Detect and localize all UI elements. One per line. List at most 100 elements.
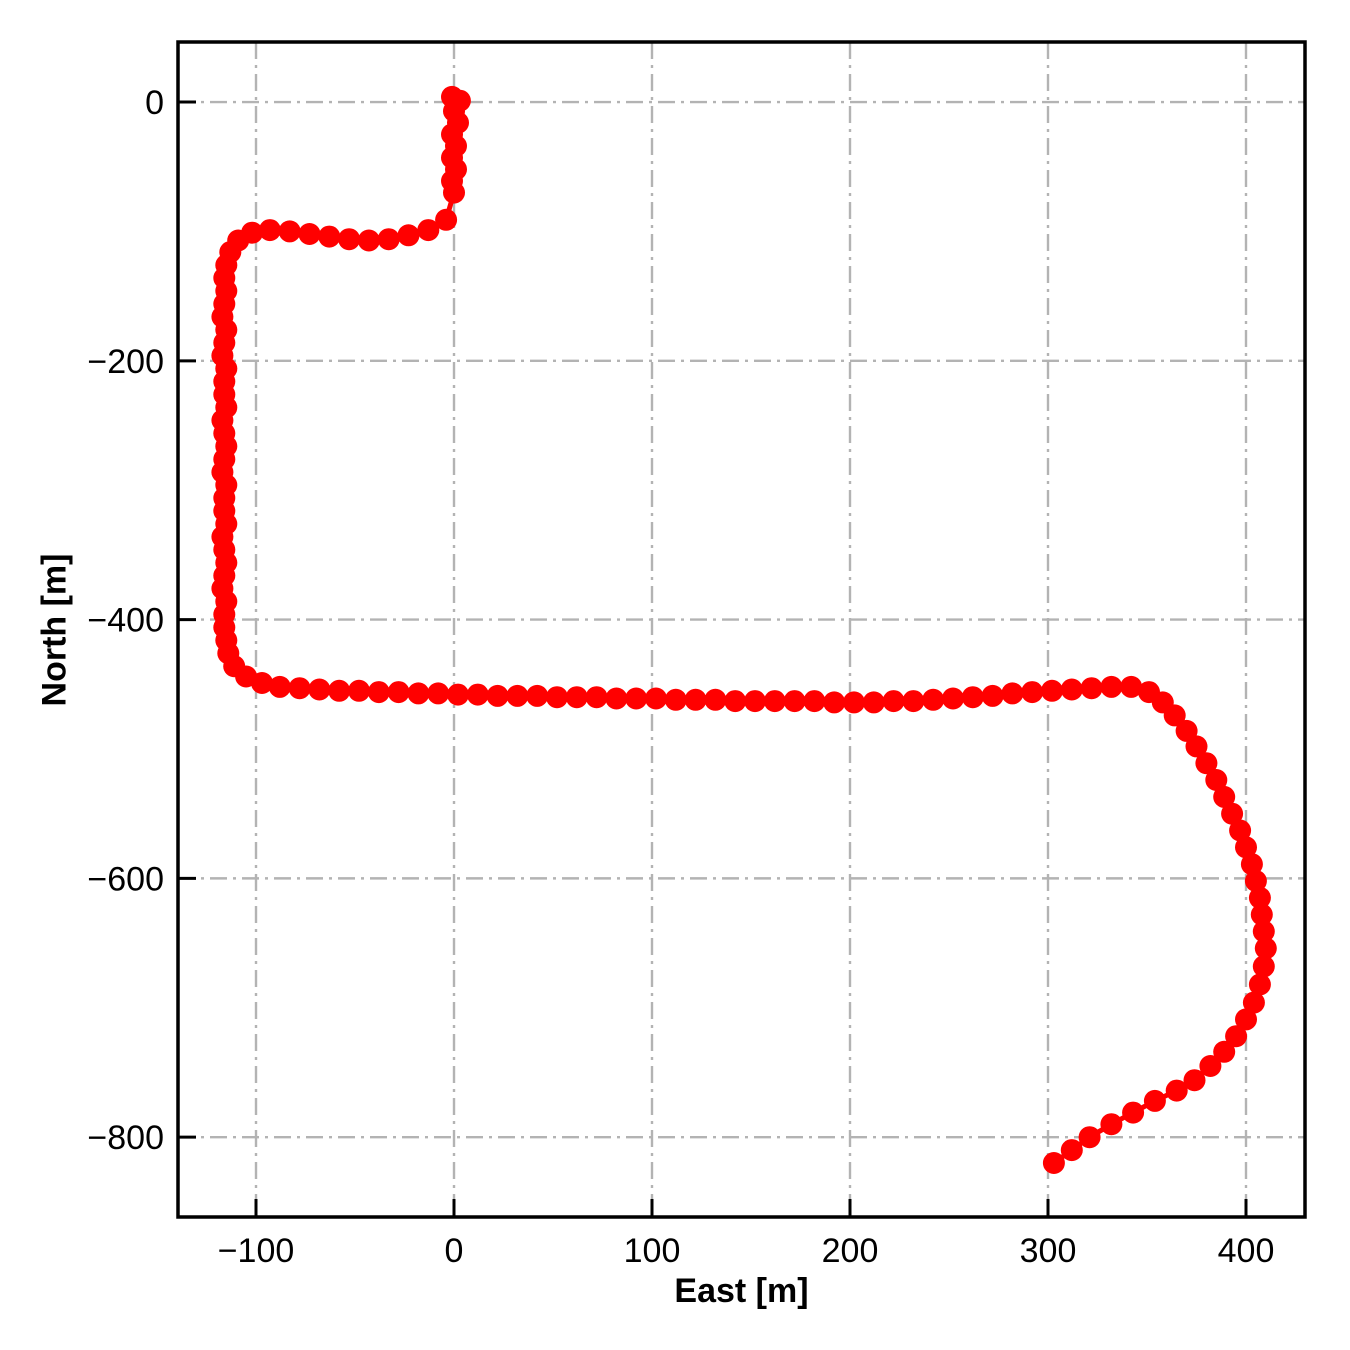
trajectory-point — [435, 208, 458, 231]
trajectory-point — [268, 675, 291, 698]
trajectory-point — [1248, 886, 1271, 909]
trajectory-point — [1078, 1126, 1101, 1149]
trajectory-point — [1235, 836, 1257, 859]
x-tick-label: 0 — [445, 1232, 464, 1270]
trajectory-point — [645, 687, 667, 710]
trajectory-point — [1213, 785, 1236, 808]
x-tick-label: 100 — [624, 1232, 681, 1270]
trajectory-point — [357, 229, 380, 252]
trajectory-point — [783, 690, 806, 713]
trajectory-point — [377, 228, 400, 251]
trajectory-point — [922, 688, 945, 711]
y-tick-label: −200 — [87, 343, 164, 381]
trajectory-point — [1221, 802, 1244, 825]
trajectory-point — [1143, 1089, 1166, 1112]
trajectory-point — [1041, 679, 1063, 702]
trajectory-point — [427, 682, 450, 705]
y-tick-label: 0 — [145, 84, 164, 122]
trajectory-point — [1213, 1040, 1236, 1063]
trajectory-point — [1021, 681, 1044, 704]
trajectory-point — [902, 690, 925, 713]
trajectory-point — [1163, 704, 1186, 727]
trajectory-point — [803, 690, 826, 713]
x-tick-label: 200 — [822, 1232, 879, 1270]
trajectory-point — [278, 220, 301, 243]
trajectory-point — [1252, 920, 1275, 943]
trajectory-point — [1165, 1079, 1188, 1102]
trajectory-point — [1199, 1055, 1222, 1077]
trajectory-point — [1080, 677, 1103, 700]
plot-area — [178, 42, 1305, 1217]
trajectory-point — [1225, 1025, 1248, 1048]
trajectory-point — [1252, 955, 1275, 978]
trajectory-point — [1195, 752, 1218, 775]
trajectory-point — [1240, 853, 1263, 876]
y-tick-label: −400 — [87, 602, 164, 640]
trajectory-points — [211, 85, 1277, 1174]
trajectory-point — [1205, 769, 1228, 791]
trajectory-point — [298, 223, 321, 245]
trajectory-point — [288, 677, 311, 700]
trajectory-point — [258, 219, 281, 242]
trajectory-point — [1060, 1139, 1083, 1162]
trajectory-point — [328, 679, 351, 702]
trajectory-point — [942, 687, 964, 710]
trajectory-point — [882, 690, 905, 713]
trajectory-point — [961, 686, 984, 709]
trajectory-point — [397, 224, 420, 247]
trajectory-point — [387, 681, 410, 704]
trajectory-point — [1229, 819, 1252, 842]
y-tick-label: −600 — [87, 860, 164, 898]
grid — [178, 42, 1305, 1217]
trajectory-point — [684, 688, 707, 711]
trajectory-point — [1244, 870, 1267, 892]
trajectory-point — [763, 690, 786, 713]
trajectory-point — [1060, 678, 1083, 701]
trajectory-point — [417, 219, 440, 242]
trajectory-point — [506, 684, 529, 707]
trajectory-point — [744, 690, 766, 713]
trajectory-point — [1248, 973, 1271, 996]
trajectory-point — [585, 686, 608, 709]
trajectory-point — [466, 683, 489, 706]
trajectory-point — [367, 681, 390, 704]
trajectory-point — [843, 691, 865, 714]
trajectory-point — [251, 672, 273, 694]
trajectory-point — [625, 687, 648, 710]
trajectory-point — [1254, 937, 1277, 960]
axes-border — [176, 40, 1307, 1219]
y-tick-label: −800 — [87, 1119, 164, 1157]
trajectory-point — [407, 682, 430, 705]
trajectory-point — [1100, 675, 1123, 698]
x-tick-label: 300 — [1020, 1232, 1077, 1270]
trajectory-point — [1122, 1101, 1145, 1124]
trajectory-point — [724, 690, 747, 713]
trajectory-point — [605, 687, 628, 710]
trajectory-point — [1183, 1069, 1206, 1092]
trajectory-point — [1185, 735, 1208, 758]
trajectory-point — [338, 228, 361, 251]
trajectory-point — [1120, 675, 1143, 698]
trajectory-point — [1242, 991, 1265, 1014]
x-tick-label: −100 — [218, 1232, 295, 1270]
trajectory-point — [823, 691, 846, 714]
ticks — [178, 100, 1248, 1217]
x-tick-label: 400 — [1218, 1232, 1275, 1270]
trajectory-point — [486, 684, 509, 707]
trajectory-point — [1250, 903, 1273, 926]
trajectory-point — [981, 684, 1004, 707]
trajectory-point — [1235, 1008, 1257, 1031]
trajectory-point — [664, 688, 687, 711]
trajectory-point — [862, 691, 885, 714]
trajectory-point — [1001, 682, 1024, 705]
trajectory-point — [447, 683, 469, 706]
trajectory-point — [546, 686, 568, 709]
trajectory-point — [526, 684, 549, 707]
trajectory-point — [565, 686, 588, 709]
trajectory-point — [348, 679, 370, 702]
trajectory-point — [704, 688, 727, 711]
x-axis-label: East [m] — [674, 1272, 809, 1310]
tick-labels: −100 0 100 200 300 400 0 −200 −400 −600 −800 — [87, 84, 1274, 1270]
y-axis-label: North [m] — [35, 553, 74, 707]
